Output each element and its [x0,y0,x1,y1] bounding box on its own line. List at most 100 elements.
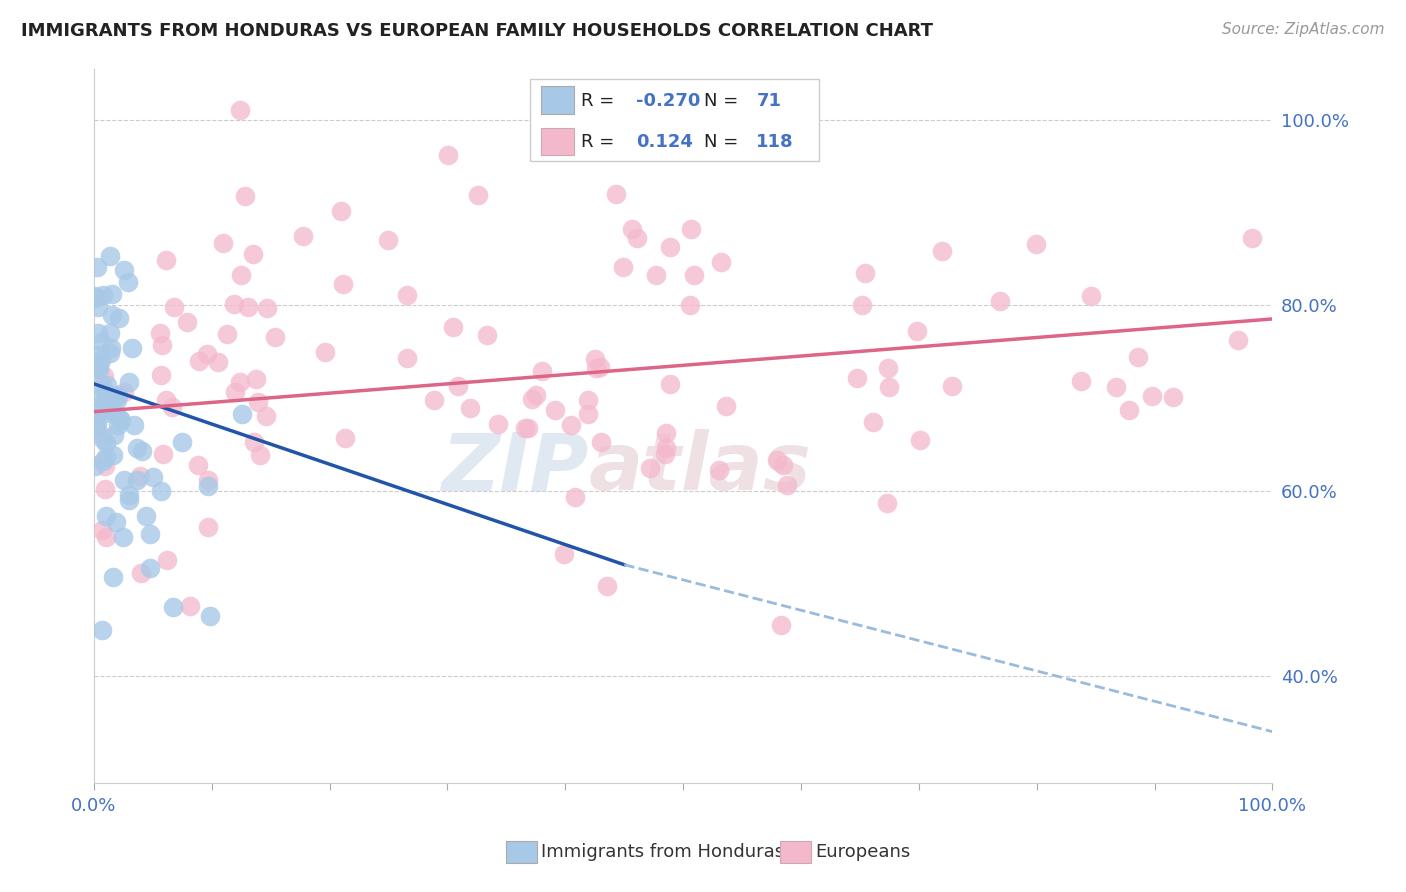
Text: R =: R = [581,92,614,110]
Immigrants from Honduras [86,260,108,274]
Immigrants from Honduras [84,458,107,473]
Immigrants from Honduras [84,291,107,305]
Europeans [605,187,627,202]
Europeans [1025,237,1047,252]
Europeans [447,379,470,393]
Immigrants from Honduras [118,493,141,508]
Immigrants from Honduras [91,432,114,446]
Immigrants from Honduras [91,454,114,468]
Europeans [1128,350,1150,364]
Text: R =: R = [581,133,614,151]
Text: atlas: atlas [589,429,811,508]
Europeans [243,434,266,449]
Europeans [247,395,270,409]
FancyBboxPatch shape [530,79,818,161]
Europeans [396,351,419,365]
Europeans [589,434,612,449]
Europeans [988,293,1011,308]
Europeans [458,401,481,416]
Europeans [679,222,702,236]
Immigrants from Honduras [84,408,107,422]
Europeans [314,344,336,359]
Immigrants from Honduras [110,413,132,427]
Europeans [112,385,135,400]
Europeans [564,490,586,504]
Immigrants from Honduras [108,311,131,326]
Europeans [155,252,177,267]
Europeans [905,324,928,338]
Europeans [879,380,901,394]
Europeans [645,268,668,282]
Europeans [655,425,678,440]
Text: -0.270: -0.270 [636,92,700,110]
Europeans [224,296,246,310]
Europeans [941,379,963,393]
Immigrants from Honduras [101,286,124,301]
Immigrants from Honduras [87,362,110,376]
Europeans [544,402,567,417]
Europeans [589,360,612,375]
Immigrants from Honduras [131,443,153,458]
Europeans [179,599,201,614]
Europeans [513,421,536,435]
Immigrants from Honduras [86,357,108,371]
Immigrants from Honduras [104,407,127,421]
Europeans [90,523,112,537]
Text: ZIP: ZIP [441,429,589,508]
Europeans [876,496,898,510]
Europeans [129,469,152,483]
Europeans [488,417,510,431]
Immigrants from Honduras [122,417,145,432]
Europeans [291,229,314,244]
Europeans [1080,289,1102,303]
Europeans [553,547,575,561]
Europeans [229,103,252,118]
Immigrants from Honduras [112,530,135,544]
Immigrants from Honduras [90,624,112,638]
Europeans [149,326,172,341]
Immigrants from Honduras [90,334,112,349]
Europeans [149,368,172,383]
Text: N =: N = [704,92,738,110]
Immigrants from Honduras [118,487,141,501]
Immigrants from Honduras [105,389,128,403]
Europeans [877,361,900,376]
Immigrants from Honduras [127,441,149,455]
Europeans [931,244,953,259]
Europeans [683,268,706,283]
Europeans [524,388,547,402]
Immigrants from Honduras [87,348,110,362]
Europeans [187,354,209,368]
Immigrants from Honduras [121,341,143,355]
Europeans [176,315,198,329]
Europeans [851,298,873,312]
Immigrants from Honduras [96,377,118,392]
Europeans [436,148,458,162]
Europeans [853,266,876,280]
Europeans [679,298,702,312]
Immigrants from Honduras [105,392,128,407]
Immigrants from Honduras [84,420,107,434]
Europeans [94,482,117,496]
Immigrants from Honduras [114,263,136,277]
Europeans [197,346,219,360]
Immigrants from Honduras [90,353,112,368]
Immigrants from Honduras [162,600,184,615]
Europeans [583,352,606,367]
Europeans [1118,403,1140,417]
Europeans [1140,389,1163,403]
Europeans [329,203,352,218]
Europeans [162,300,184,314]
Europeans [475,327,498,342]
Europeans [862,415,884,429]
Immigrants from Honduras [98,345,121,359]
Immigrants from Honduras [142,470,165,484]
Europeans [530,363,553,377]
Europeans [658,240,681,254]
Europeans [197,520,219,534]
Europeans [621,222,644,236]
Immigrants from Honduras [231,407,253,421]
Immigrants from Honduras [117,275,139,289]
Europeans [710,254,733,268]
Europeans [212,236,235,251]
